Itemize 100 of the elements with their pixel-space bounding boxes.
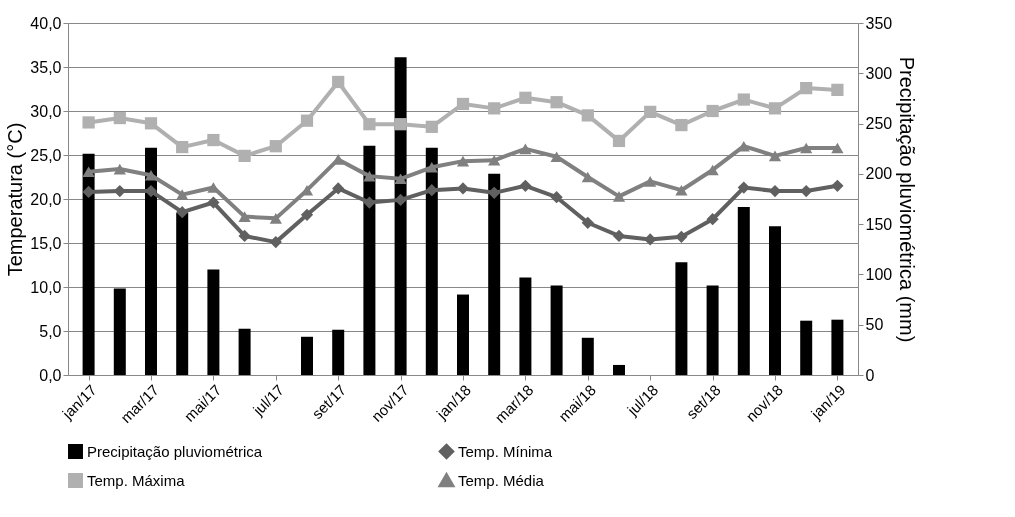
bar [800,320,813,375]
point [425,162,438,173]
point [644,105,657,118]
point [737,181,750,194]
point [519,91,532,104]
bar [488,173,501,375]
point [800,184,813,198]
y2-tick-label: 300 [865,64,893,82]
y-tick-label: 30,0 [30,102,62,120]
point [238,211,251,222]
point [332,75,345,89]
point [456,155,470,167]
point [113,184,126,198]
point [82,185,95,199]
point [363,170,376,182]
bar [332,329,345,375]
point [581,109,594,122]
y-tick-label: 10,0 [30,278,62,296]
y2-tick-label: 100 [865,265,893,283]
y2-tick-label: 0 [865,366,875,384]
y2-tick-label: 50 [865,316,884,334]
point [612,134,626,148]
bar [301,336,313,375]
bar [675,262,688,375]
point [176,189,189,200]
bar [581,337,594,375]
y2-tick-label: 350 [865,14,893,32]
bar [207,269,220,375]
point [425,120,438,133]
point [675,184,688,196]
point [113,163,126,175]
point [581,171,594,183]
point [82,116,95,129]
point [300,208,314,221]
point [238,149,251,162]
y-tick-label: 15,0 [30,234,62,252]
bar [145,147,157,375]
bar [363,145,376,375]
y2-tick-label: 150 [865,215,893,233]
point [768,102,782,115]
point [363,118,376,131]
bar [176,213,189,375]
bar [394,57,407,375]
point [394,173,407,185]
bar [769,226,781,375]
point [488,102,501,115]
point [675,230,688,243]
point [800,142,813,154]
bar [238,328,251,375]
legend-label: Temp. Mínima [458,442,553,460]
bar [613,364,625,375]
point [269,213,282,224]
point [207,196,220,209]
y2-axis-title: Precipitação pluviométrica (mm) [896,56,919,343]
point [456,97,470,111]
point [176,140,189,154]
point [176,206,189,219]
bar [425,147,438,375]
point [831,142,844,154]
point [207,133,220,147]
point [706,213,719,226]
bar [831,319,844,375]
bar [113,288,126,375]
y-tick-label: 0,0 [39,366,62,384]
bar [82,153,95,375]
y-tick-label: 35,0 [30,58,62,76]
point [144,117,158,130]
point [456,182,470,195]
point [612,191,626,202]
point [831,179,844,192]
bar [706,285,719,375]
point [519,179,532,192]
point [800,82,813,95]
y-tick-label: 25,0 [30,146,62,164]
point [581,216,594,229]
bar [550,285,563,375]
y-axis-title: Temperatura (°C) [4,122,27,277]
point [550,191,563,204]
legend-label: Temp. Máxima [87,471,186,489]
point [644,176,657,187]
point [675,118,688,132]
point [519,143,532,155]
point [768,150,782,162]
point [737,93,750,106]
point [238,229,251,243]
point [612,229,626,243]
point [831,83,844,96]
point [488,186,501,199]
y-tick-label: 20,0 [30,190,62,208]
point [269,140,282,153]
bar [519,277,532,375]
point [550,96,563,109]
bar [457,294,469,375]
point [332,182,345,195]
legend-label: Temp. Média [458,471,545,489]
point [113,111,126,125]
legend-label: Precipitação pluviométrica [87,442,263,460]
y2-tick-label: 250 [865,115,893,133]
point [706,164,719,176]
point [300,114,314,127]
